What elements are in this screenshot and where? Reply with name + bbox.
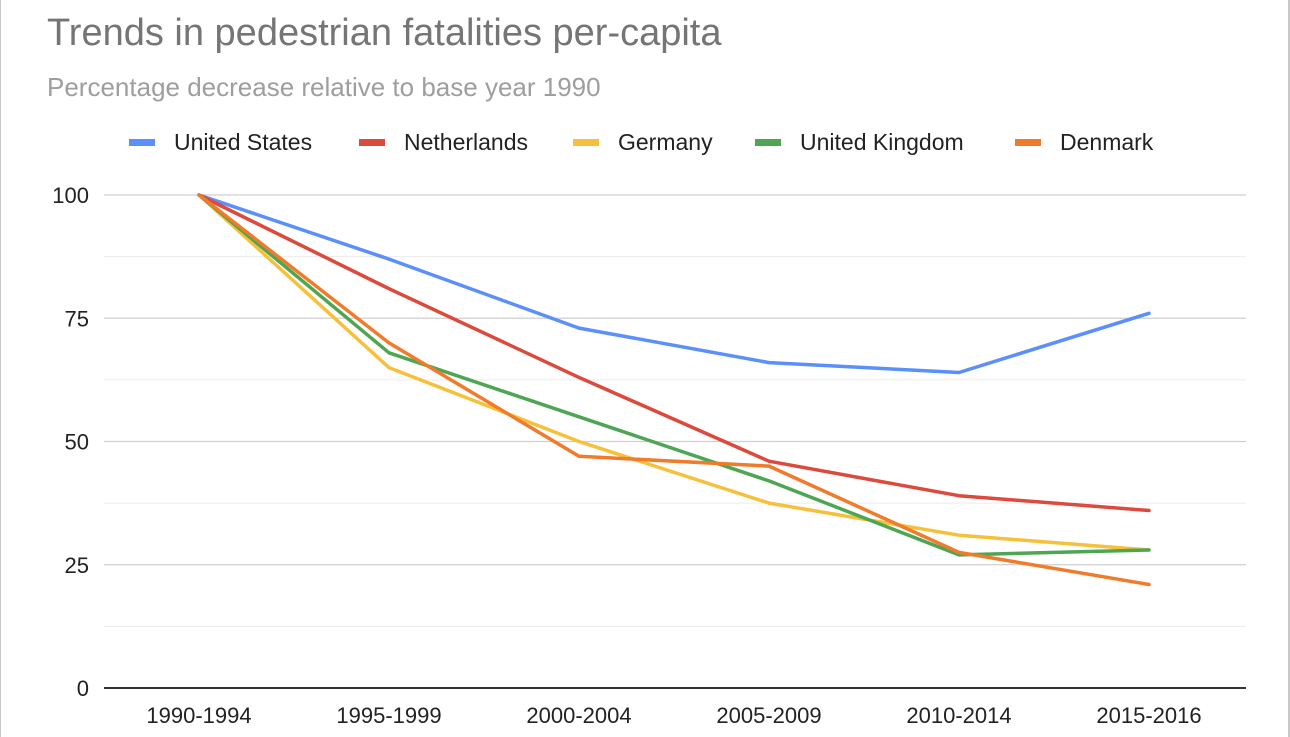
data-point[interactable] bbox=[577, 415, 581, 419]
data-point[interactable] bbox=[767, 501, 771, 505]
legend-swatch bbox=[129, 139, 155, 146]
data-point[interactable] bbox=[1147, 548, 1151, 552]
series-united-kingdom[interactable] bbox=[197, 193, 1151, 557]
series-denmark[interactable] bbox=[197, 193, 1151, 587]
y-tick-label: 50 bbox=[65, 430, 89, 455]
x-tick-label: 2005-2009 bbox=[716, 703, 821, 728]
series-line[interactable] bbox=[197, 193, 1151, 587]
legend-label: Denmark bbox=[1060, 129, 1154, 155]
data-point[interactable] bbox=[387, 341, 391, 345]
x-tick-label: 2010-2014 bbox=[906, 703, 1011, 728]
data-point[interactable] bbox=[577, 326, 581, 330]
data-point[interactable] bbox=[197, 193, 201, 197]
legend-label: United Kingdom bbox=[800, 129, 964, 155]
legend-label: Germany bbox=[618, 129, 713, 155]
legend-item[interactable]: Denmark bbox=[1015, 129, 1154, 155]
data-point[interactable] bbox=[1147, 311, 1151, 315]
gridlines bbox=[104, 194, 1246, 627]
data-point[interactable] bbox=[387, 351, 391, 355]
legend-swatch bbox=[1015, 139, 1041, 146]
series-united-states[interactable] bbox=[197, 193, 1151, 375]
data-point[interactable] bbox=[387, 257, 391, 261]
data-point[interactable] bbox=[767, 464, 771, 468]
axes: 0 25 50 75 100 1990-1994 1995-1999 2000-2004 200… bbox=[52, 183, 1246, 728]
data-point[interactable] bbox=[957, 533, 961, 537]
data-point[interactable] bbox=[767, 361, 771, 365]
series-lines bbox=[197, 193, 1151, 587]
data-point[interactable] bbox=[1147, 508, 1151, 513]
y-tick-label: 0 bbox=[77, 676, 89, 701]
data-point[interactable] bbox=[1147, 582, 1151, 587]
series-line[interactable] bbox=[197, 193, 1151, 513]
data-point[interactable] bbox=[577, 439, 581, 444]
legend: United States Netherlands Germany United Ki… bbox=[129, 129, 1154, 155]
y-tick-label: 100 bbox=[52, 183, 89, 208]
y-tick-label: 75 bbox=[65, 306, 89, 331]
data-point[interactable] bbox=[957, 550, 961, 555]
legend-item[interactable]: Netherlands bbox=[359, 129, 528, 155]
data-point[interactable] bbox=[767, 479, 771, 483]
legend-swatch bbox=[755, 139, 781, 146]
legend-item[interactable]: United Kingdom bbox=[755, 129, 964, 155]
chart-title: Trends in pedestrian fatalities per-capi… bbox=[47, 12, 722, 54]
data-point[interactable] bbox=[387, 287, 391, 291]
data-point[interactable] bbox=[577, 454, 581, 458]
legend-label: United States bbox=[174, 129, 312, 155]
legend-swatch bbox=[573, 139, 599, 146]
data-point[interactable] bbox=[957, 370, 961, 375]
y-tick-label: 25 bbox=[65, 553, 89, 578]
chart-subtitle: Percentage decrease relative to base yea… bbox=[47, 72, 601, 102]
series-line[interactable] bbox=[197, 193, 1151, 557]
x-tick-label: 2000-2004 bbox=[526, 703, 631, 728]
data-point[interactable] bbox=[387, 365, 391, 370]
legend-item[interactable]: Germany bbox=[573, 129, 713, 155]
legend-label: Netherlands bbox=[404, 129, 528, 155]
data-point[interactable] bbox=[577, 375, 581, 380]
data-point[interactable] bbox=[957, 494, 961, 498]
legend-item[interactable]: United States bbox=[129, 129, 312, 155]
series-line[interactable] bbox=[197, 193, 1151, 375]
x-tick-label: 2015-2016 bbox=[1096, 703, 1201, 728]
series-line[interactable] bbox=[197, 193, 1151, 552]
data-point[interactable] bbox=[767, 459, 771, 463]
x-tick-label: 1990-1994 bbox=[146, 703, 251, 728]
x-tick-label: 1995-1999 bbox=[336, 703, 441, 728]
legend-swatch bbox=[359, 139, 385, 146]
